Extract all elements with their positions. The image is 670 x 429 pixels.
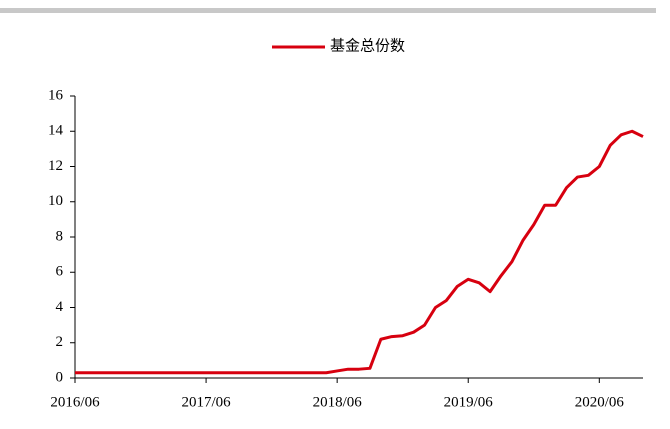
legend-label: 基金总份数 — [330, 37, 405, 54]
y-tick-label: 10 — [48, 193, 63, 209]
y-tick-label: 0 — [56, 369, 64, 385]
x-tick-label: 2016/06 — [50, 394, 100, 410]
y-tick-label: 6 — [56, 264, 64, 280]
header-bar — [0, 8, 656, 13]
x-tick-label: 2019/06 — [444, 394, 494, 410]
x-tick-label: 2020/06 — [575, 394, 625, 410]
x-tick-label: 2017/06 — [181, 394, 231, 410]
y-tick-label: 12 — [48, 158, 63, 174]
data-line — [75, 129, 644, 375]
y-tick-label: 16 — [48, 87, 64, 103]
y-tick-label: 14 — [48, 123, 64, 139]
y-tick-label: 4 — [56, 299, 64, 315]
y-tick-label: 2 — [56, 334, 64, 350]
x-tick-label: 2018/06 — [313, 394, 363, 410]
y-tick-label: 8 — [56, 228, 64, 244]
